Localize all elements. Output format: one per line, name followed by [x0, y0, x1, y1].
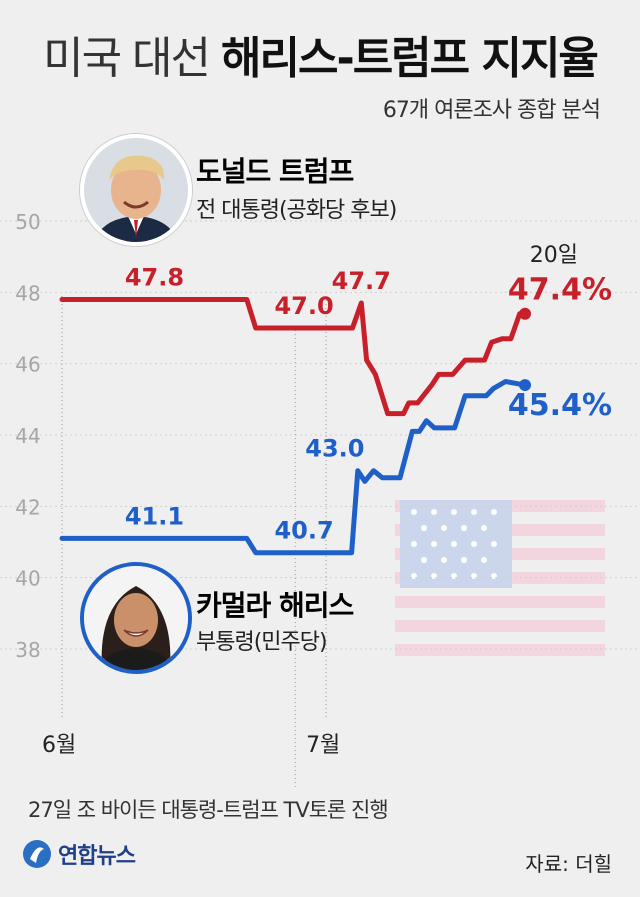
trump-avatar [80, 134, 192, 246]
y-tick-label: 42 [15, 495, 40, 519]
x-tick-label: 7월 [306, 733, 340, 758]
yonhap-logo-icon [23, 840, 51, 868]
x-axis: 6월 7월 [42, 296, 340, 790]
y-tick-label: 46 [15, 353, 40, 377]
series-end-point-0 [519, 307, 531, 320]
flag-decoration [395, 500, 605, 656]
subtitle: 67개 여론조사 종합 분석 [382, 98, 601, 123]
data-label: 47.8 [125, 263, 184, 291]
end-value-label: 45.4% [508, 388, 612, 423]
source-note: 자료: 더힐 [525, 852, 612, 876]
harris-portrait-icon [84, 566, 188, 670]
series-layer [59, 297, 531, 556]
logo-text: 연합뉴스 [58, 844, 136, 869]
trump-role: 전 대통령(공화당 후보) [196, 198, 397, 223]
harris-name: 카멀라 해리스 [196, 589, 354, 622]
end-date-label: 20일 [530, 243, 578, 268]
yonhap-logo: 연합뉴스 [22, 838, 136, 870]
trump-name: 도널드 트럼프 [196, 155, 354, 188]
title-bold: 해리스-트럼프 지지율 [221, 33, 599, 84]
page-title: 미국 대선 해리스-트럼프 지지율 [0, 22, 640, 86]
data-label: 43.0 [305, 435, 364, 463]
x-tick-label: 6월 [42, 733, 76, 758]
series-line-0 [59, 297, 528, 417]
series-line-1 [59, 379, 528, 556]
end-value-label: 47.4% [508, 273, 612, 308]
y-axis-ticks: 38 40 42 44 46 48 50 [15, 210, 40, 662]
harris-avatar [80, 562, 192, 674]
y-tick-label: 40 [15, 567, 40, 591]
y-tick-label: 48 [15, 281, 40, 305]
trump-portrait-icon [84, 138, 188, 242]
y-tick-label: 44 [15, 424, 40, 448]
data-label: 47.7 [332, 267, 391, 295]
data-labels: 47.8 47.047.7 47.4% 41.1 40.7 43.0 45.4% 20일 [125, 243, 612, 545]
data-label: 47.0 [274, 292, 333, 320]
data-label: 40.7 [274, 517, 333, 545]
y-tick-label: 38 [15, 638, 40, 662]
y-tick-label: 50 [15, 210, 40, 234]
title-light: 미국 대선 [43, 33, 211, 84]
data-label: 41.1 [125, 502, 184, 530]
series-end-point-1 [519, 379, 531, 392]
harris-role: 부통령(민주당) [196, 630, 328, 655]
debate-footnote: 27일 조 바이든 대통령-트럼프 TV토론 진행 [28, 798, 389, 822]
